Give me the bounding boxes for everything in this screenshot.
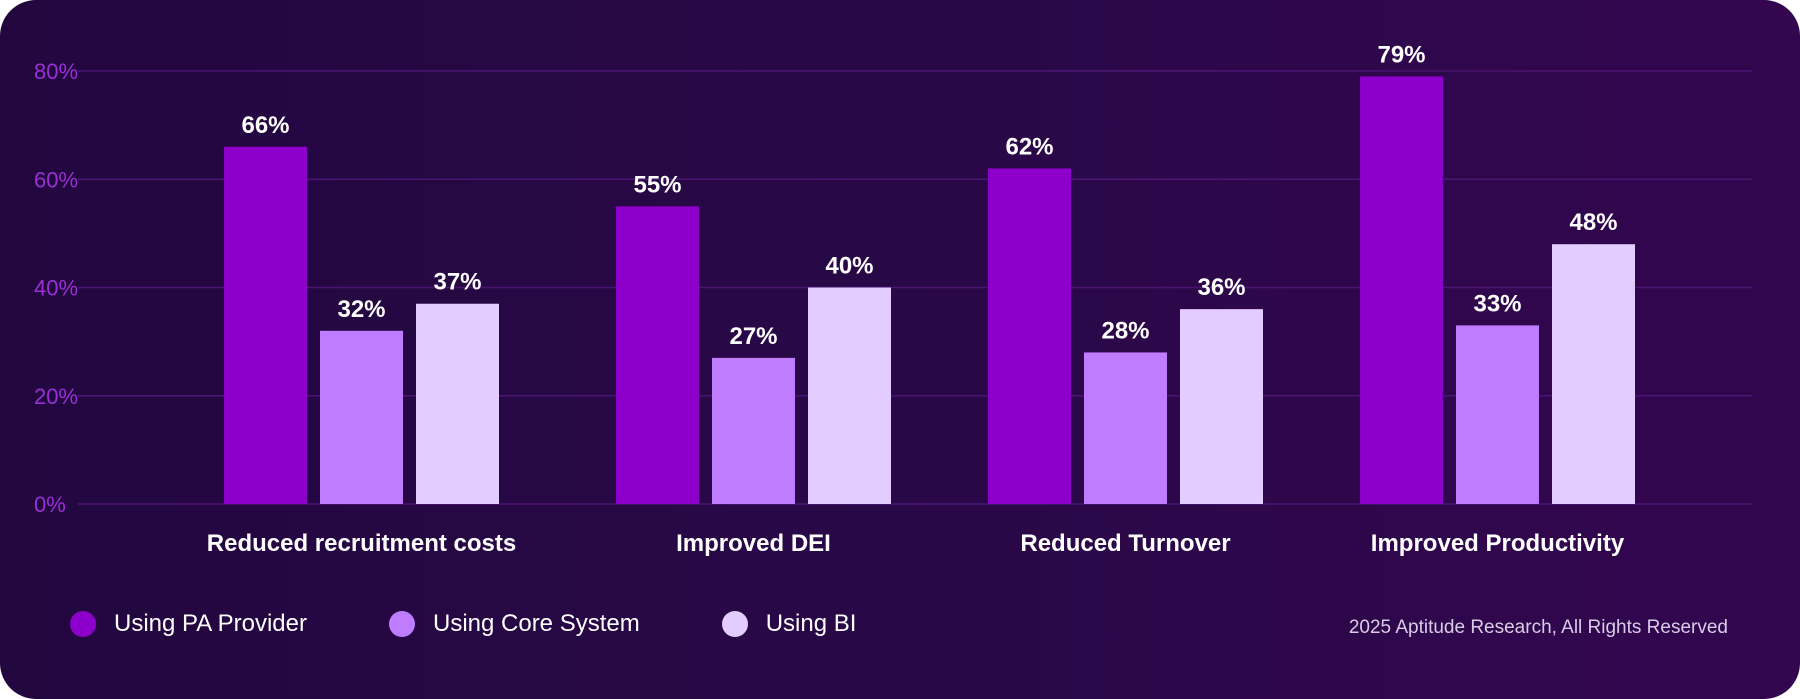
bar-value-label: 32% (337, 296, 385, 323)
legend-swatch-core-system (388, 611, 415, 637)
bar-value-label: 28% (1101, 317, 1149, 344)
bar (416, 303, 499, 504)
bar (1084, 352, 1167, 504)
legend-item-pa-provider: Using PA Provider (70, 610, 307, 638)
legend-label-bi: Using BI (765, 610, 857, 637)
bar-value-label: 62% (1005, 133, 1053, 160)
bar (988, 168, 1071, 505)
x-category-label: Reduced recruitment costs (207, 530, 516, 557)
legend-label-core-system: Using Core System (432, 610, 640, 637)
legend-label-pa-provider: Using PA Provider (114, 610, 307, 637)
bar (712, 357, 795, 504)
bar (1180, 309, 1263, 504)
bar (616, 206, 699, 504)
legend: Using PA Provider Using Core System Usin… (70, 610, 938, 638)
copyright-notice: 2025 Aptitude Research, All Rights Reser… (1348, 617, 1728, 638)
y-tick-label: 20% (34, 384, 78, 409)
bar-value-label: 40% (825, 253, 873, 280)
y-tick-label: 0% (34, 492, 66, 517)
legend-swatch-pa-provider (70, 611, 96, 637)
legend-swatch-bi (721, 611, 748, 637)
bar-value-label: 37% (433, 269, 481, 296)
x-category-label: Reduced Turnover (1020, 530, 1230, 557)
bar (1552, 244, 1635, 504)
bar-value-label: 36% (1197, 274, 1245, 301)
bar-value-label: 55% (633, 171, 681, 198)
bar (224, 146, 307, 504)
bar (1456, 325, 1539, 504)
bar (1360, 76, 1443, 504)
x-category-label: Improved DEI (676, 530, 831, 557)
bar-value-label: 79% (1377, 41, 1425, 68)
y-tick-label: 80% (34, 59, 78, 84)
bar-value-label: 33% (1473, 290, 1521, 317)
bar (808, 287, 891, 504)
bar-value-label: 66% (241, 112, 289, 139)
bar-value-label: 48% (1569, 209, 1617, 236)
bar-value-label: 27% (729, 323, 777, 350)
bar (320, 330, 403, 504)
y-tick-label: 40% (34, 276, 78, 301)
legend-item-bi: Using BI (721, 610, 857, 638)
legend-item-core-system: Using Core System (388, 610, 640, 638)
x-category-label: Improved Productivity (1371, 530, 1625, 557)
y-tick-label: 60% (34, 167, 78, 192)
